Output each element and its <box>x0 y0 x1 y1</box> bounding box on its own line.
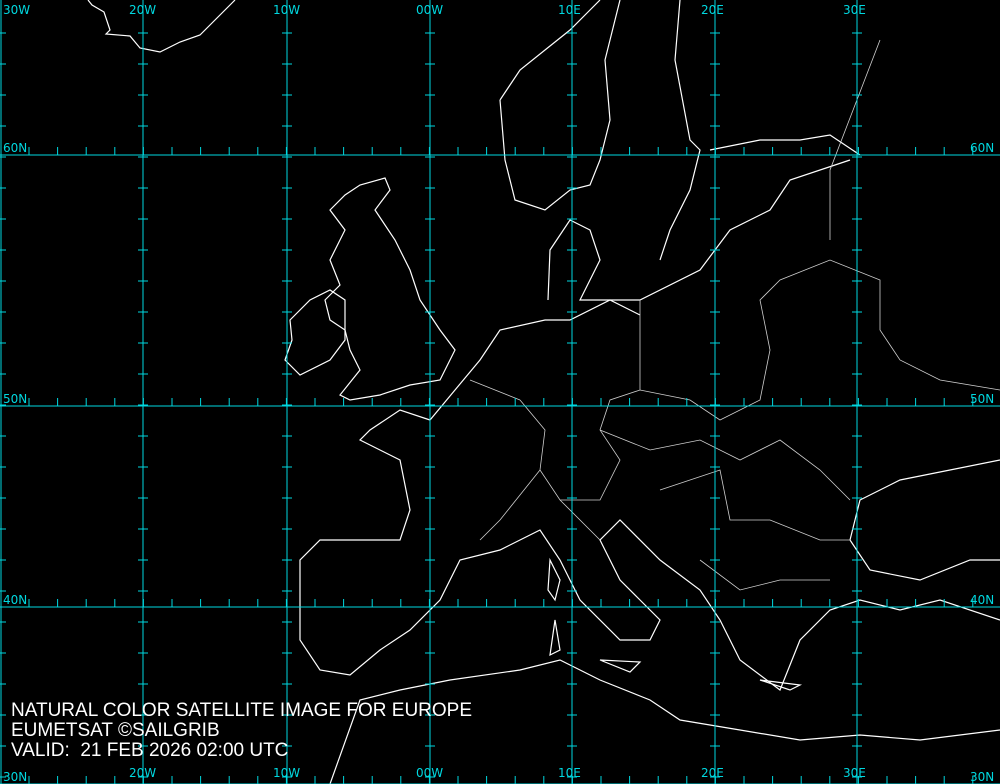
latitude-label-left: 30N <box>3 770 28 784</box>
coast-britain <box>324 177 456 401</box>
map-caption: NATURAL COLOR SATELLITE IMAGE FOR EUROPE… <box>11 701 472 761</box>
longitude-label-bottom: 10W <box>273 766 301 780</box>
longitude-label-bottom: 30E <box>843 766 866 780</box>
longitude-label-top: 10E <box>558 3 581 17</box>
border-lines <box>469 39 1000 591</box>
longitude-label-bottom: 00W <box>416 766 444 780</box>
coast-black-sea <box>849 459 1000 581</box>
coast-denmark <box>547 219 641 316</box>
coast-continent <box>299 159 1000 691</box>
longitude-label-top: 20W <box>129 3 157 17</box>
coast-islands <box>547 557 803 691</box>
longitude-label-top: 30W <box>3 3 31 17</box>
coast-ireland <box>284 289 346 376</box>
coast-scandinavia <box>499 0 861 261</box>
latitude-label-right: 60N <box>970 141 995 155</box>
longitude-label-top: 20E <box>701 3 724 17</box>
longitude-label-bottom: 10E <box>558 766 581 780</box>
caption-title: NATURAL COLOR SATELLITE IMAGE FOR EUROPE <box>11 700 473 721</box>
longitude-label-top: 10W <box>273 3 301 17</box>
caption-credit: EUMETSAT ©SAILGRIB <box>11 720 220 741</box>
longitude-label-top: 30E <box>843 3 866 17</box>
latitude-label-right: 50N <box>970 392 995 406</box>
latitude-label-left: 40N <box>3 593 28 607</box>
longitude-label-top: 00W <box>416 3 444 17</box>
coastlines <box>87 0 1000 784</box>
caption-valid-time: VALID: 21 FEB 2026 02:00 UTC <box>11 740 289 761</box>
latitude-label-left: 50N <box>3 392 28 406</box>
coast-iceland <box>87 0 236 53</box>
latitude-label-left: 60N <box>3 141 28 155</box>
latitude-label-right: 40N <box>970 593 995 607</box>
longitude-label-bottom: 20W <box>129 766 157 780</box>
latitude-label-right: 30N <box>970 770 995 784</box>
longitude-label-bottom: 20E <box>701 766 724 780</box>
coast-north-africa <box>329 659 1000 784</box>
country-borders <box>469 39 1000 591</box>
